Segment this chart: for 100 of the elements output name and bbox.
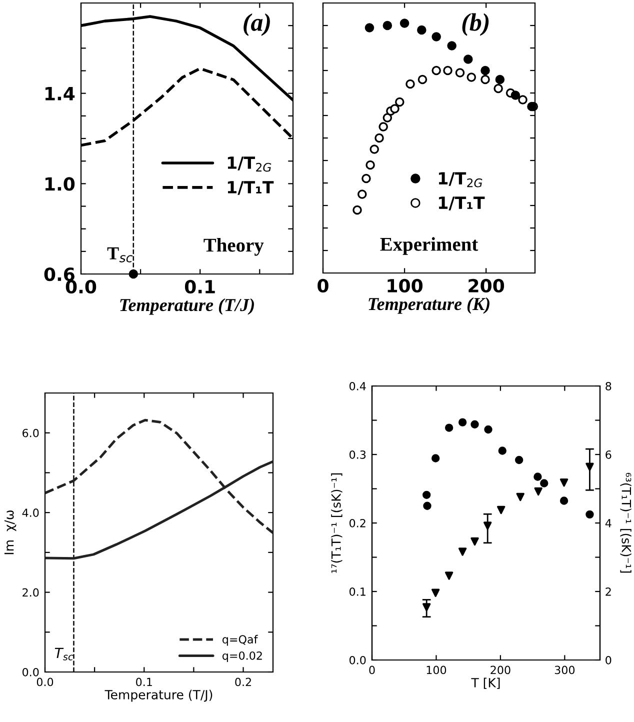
point (432, 32, 441, 42)
point (480, 74, 490, 84)
point (470, 420, 479, 428)
legend-label: 1/T₁T (438, 196, 485, 210)
point (417, 25, 426, 35)
y2-tick-label: 2 (606, 587, 611, 596)
point (560, 478, 568, 487)
point (418, 74, 428, 84)
point (362, 174, 371, 184)
point (458, 548, 467, 556)
legend-label: 1/T$_{2G}$ (438, 172, 482, 188)
y-tick-label: 6.0 (22, 428, 39, 438)
x-tick-label: 0.1 (184, 280, 215, 294)
y2-tick-label: 8 (606, 382, 612, 390)
point (400, 18, 410, 28)
y-tick-label: 0.4 (350, 382, 366, 390)
point (443, 66, 452, 76)
y-tick-label: 1.0 (46, 177, 75, 191)
y-tick-label: 0.0 (350, 656, 366, 664)
point (406, 79, 415, 89)
point (358, 190, 367, 199)
x-tick-label: 0 (318, 278, 328, 293)
point (484, 522, 492, 530)
point (382, 20, 392, 30)
x-tick-label: 0.0 (36, 678, 54, 686)
point (480, 66, 490, 76)
legend-label: q=Qaf (222, 634, 258, 646)
x-tick-label: 100 (426, 666, 446, 674)
ref-line-label: T$_{sc}$ (54, 648, 74, 660)
x-axis-title: Temperature (T/J) (104, 690, 212, 702)
point (423, 502, 432, 510)
point (431, 454, 440, 462)
y-tick-label: 0.2 (350, 518, 366, 528)
point (447, 41, 456, 50)
y-tick-label: 1.4 (46, 87, 75, 100)
x-tick-label: 200 (490, 666, 510, 674)
point (534, 487, 542, 496)
point (498, 446, 506, 455)
point (422, 603, 431, 612)
point (390, 104, 400, 114)
legend-label: 1/T$_{2G}$ (228, 156, 272, 172)
point (374, 133, 384, 143)
point (514, 456, 524, 464)
x-tick-label: 100 (388, 278, 423, 293)
point (510, 90, 520, 100)
point (470, 537, 479, 546)
y2-tick-label: 4 (605, 519, 612, 528)
y-tick-label: 2.0 (22, 588, 39, 597)
point (518, 95, 528, 104)
point (455, 68, 465, 78)
point (586, 510, 594, 519)
x-tick-label: 0 (369, 666, 375, 674)
point (495, 74, 505, 84)
point (364, 23, 374, 32)
point (444, 424, 454, 432)
point (464, 54, 473, 64)
point (382, 113, 392, 122)
point (516, 492, 524, 502)
point (352, 205, 362, 215)
y2-tick-label: 0 (606, 656, 612, 664)
x-axis-title: Temperature (T/J) (120, 298, 254, 315)
y-tick-label: 4.0 (22, 508, 39, 517)
legend-label: 1/T₁T (228, 181, 274, 195)
y-tick-label: 0.6 (44, 267, 74, 282)
point (458, 418, 467, 426)
legend-label: q=0.02 (222, 651, 262, 662)
point (444, 572, 454, 580)
y-axis-title: Im χ/ω (4, 510, 16, 554)
annotation: Theory (204, 238, 264, 256)
y2-tick-label: 6 (606, 450, 612, 459)
point (378, 122, 388, 132)
point (540, 479, 548, 488)
x-tick-label: 0.0 (66, 280, 96, 294)
x-tick-label: 200 (468, 278, 504, 293)
point (534, 472, 542, 481)
ref-line-label: T$_{sc}$ (107, 247, 133, 262)
point (395, 97, 404, 107)
point (560, 496, 568, 505)
point (432, 66, 441, 76)
annotation: (b) (462, 13, 489, 36)
x-axis-title: T [K] (471, 678, 500, 689)
y2-axis-title: ⁶³(T₁T)⁻¹ [(sK)⁻¹] (620, 472, 632, 573)
annotation: Experiment (380, 237, 478, 255)
point (422, 490, 431, 500)
y-tick-label: 0.3 (350, 450, 366, 459)
y-axis-title: ¹⁷(T₁T)⁻¹ [(sK)⁻¹] (331, 473, 342, 573)
y-tick-label: 0.1 (350, 587, 366, 596)
x-tick-label: 0.1 (136, 678, 152, 686)
x-axis-title: Temperature (K) (368, 297, 490, 314)
point (497, 506, 506, 514)
point (366, 160, 375, 170)
point (466, 72, 476, 82)
point (586, 462, 594, 471)
annotation: (a) (244, 13, 270, 36)
point (494, 84, 503, 94)
point (484, 425, 492, 434)
point (431, 588, 440, 597)
x-tick-label: 0.2 (235, 678, 251, 686)
x-tick-label: 300 (554, 666, 575, 674)
point (370, 144, 380, 154)
